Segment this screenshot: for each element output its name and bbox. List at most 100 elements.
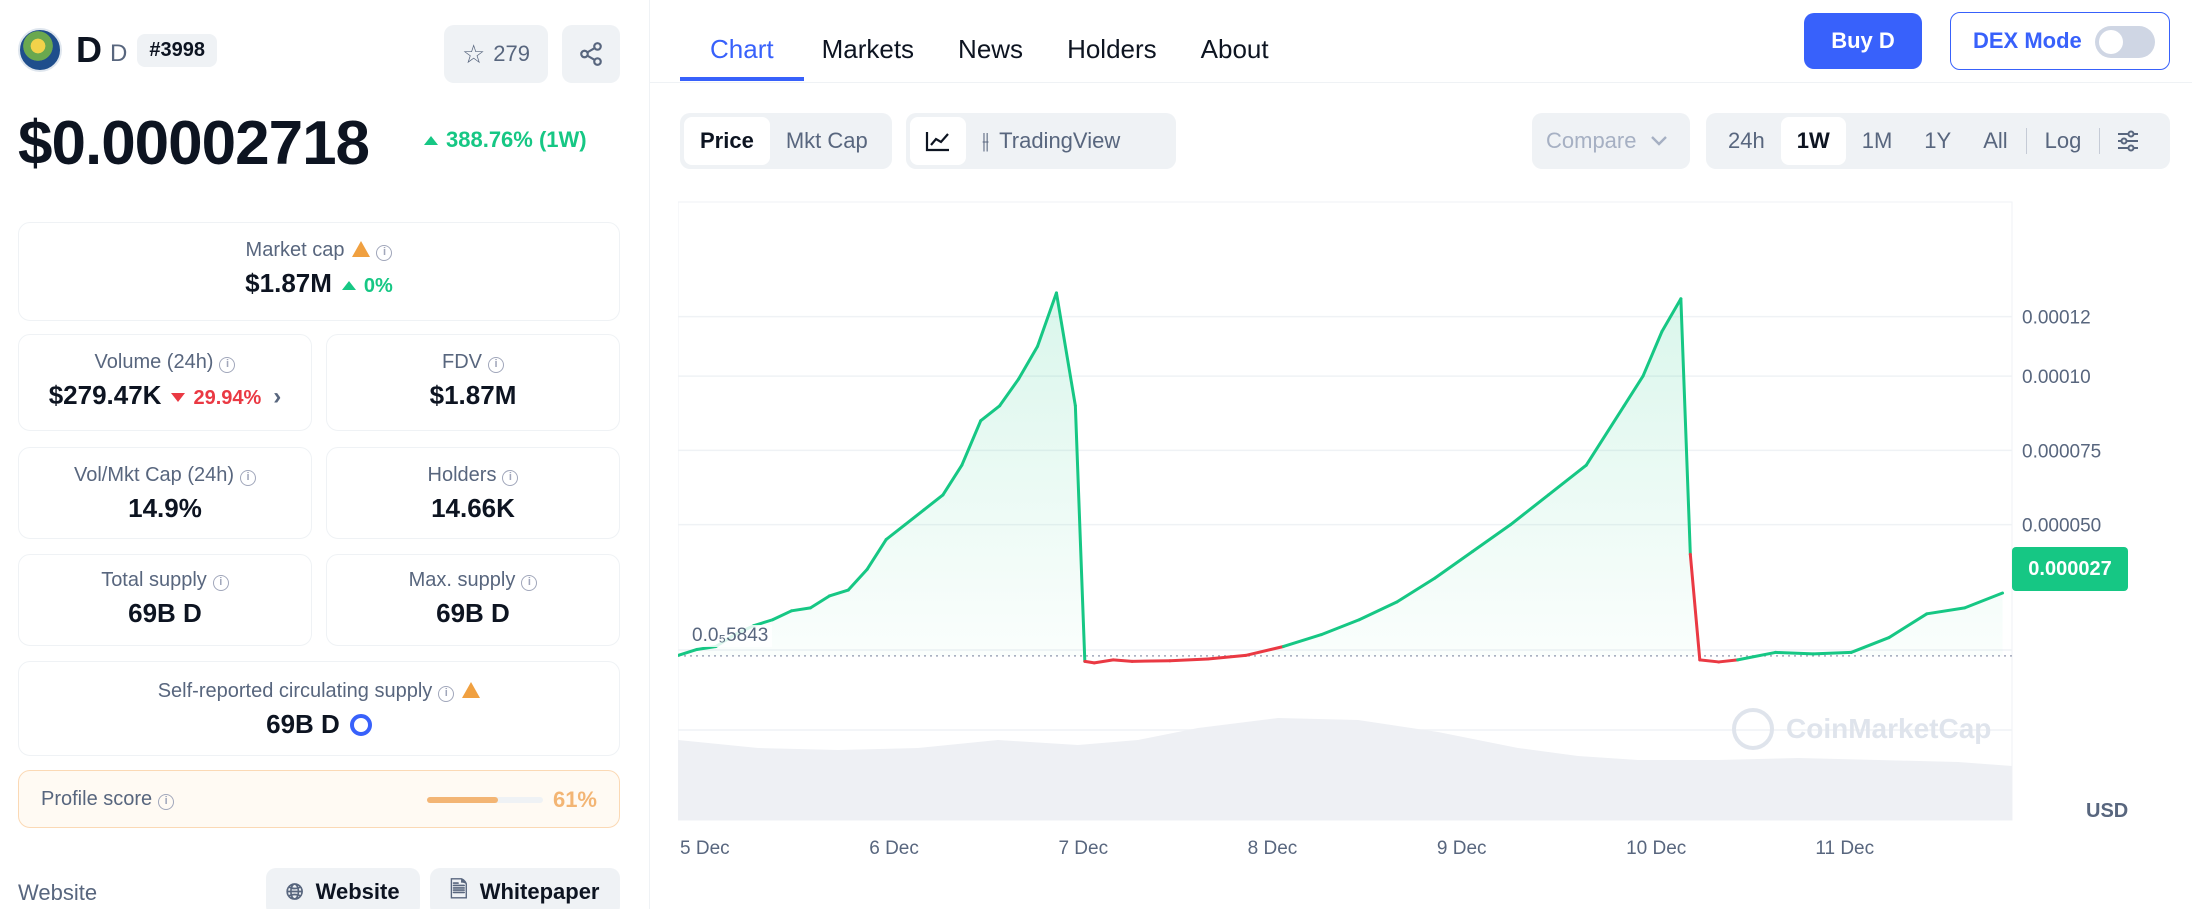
- price-line-segment: [1092, 658, 1115, 665]
- sliders-icon: [2118, 130, 2139, 152]
- price-chart-svg[interactable]: 0.00012 0.00010 0.000075 0.000050 5 Dec 6 Dec…: [678, 200, 2190, 900]
- profile-score[interactable]: Profile score i 61%: [18, 770, 620, 828]
- range-divider: [2099, 128, 2101, 154]
- market-cap-card: Market cap i $1.87M 0%: [18, 222, 620, 321]
- current-price-tag: 0.000027: [2012, 547, 2128, 591]
- website-label: Website: [18, 880, 98, 905]
- rank-badge: #3998: [137, 33, 217, 67]
- website-link[interactable]: 🌐︎ Website: [266, 868, 420, 909]
- price-line-segment: [960, 419, 983, 467]
- range-all[interactable]: All: [1983, 128, 2008, 153]
- cmc-logo-icon: [1732, 708, 1774, 750]
- holders-card: Holders i 14.66K: [326, 447, 620, 539]
- warning-icon[interactable]: [352, 241, 371, 257]
- tab-markets[interactable]: Markets: [821, 34, 915, 64]
- info-icon[interactable]: i: [212, 575, 229, 591]
- warning-icon[interactable]: [462, 682, 481, 698]
- volume-label: Volume (24h): [94, 351, 214, 373]
- info-icon[interactable]: i: [502, 470, 519, 486]
- price-line-segment: [771, 609, 794, 622]
- price-line-segment: [1357, 600, 1399, 622]
- caret-down-icon: [171, 393, 186, 402]
- info-icon[interactable]: i: [488, 357, 504, 373]
- price-line-segment: [846, 567, 869, 592]
- total-supply-card: Total supply i 69B D: [18, 554, 312, 646]
- price-line-segment: [1736, 650, 1777, 662]
- price-change: 388.76% (1W): [424, 127, 587, 153]
- price-line-segment: [1660, 297, 1683, 333]
- price-line-segment: [1395, 576, 1437, 604]
- price-option[interactable]: Price: [684, 117, 770, 165]
- info-icon[interactable]: i: [438, 686, 455, 702]
- info-icon[interactable]: i: [219, 357, 236, 373]
- globe-icon: 🌐︎: [286, 879, 304, 904]
- caret-up-icon: [341, 281, 356, 290]
- price-line-segment: [1641, 329, 1664, 378]
- tab-holders[interactable]: Holders: [1067, 34, 1157, 64]
- mkt-cap-option[interactable]: Mkt Cap: [785, 128, 868, 153]
- document-icon: 🗎: [450, 877, 468, 902]
- compare-dropdown[interactable]: Compare: [1532, 113, 1690, 169]
- range-1y[interactable]: 1Y: [1924, 128, 1952, 153]
- tab-chart[interactable]: Chart: [680, 30, 804, 81]
- info-icon[interactable]: i: [376, 245, 393, 261]
- tab-about[interactable]: About: [1200, 34, 1269, 64]
- max-supply-value: 69B D: [436, 598, 510, 628]
- profile-score-label: Profile score i: [41, 788, 175, 811]
- price-line-segment: [1679, 297, 1692, 556]
- info-icon[interactable]: i: [158, 794, 175, 810]
- volume-card[interactable]: Volume (24h) i $279.47K 29.94% ›: [18, 334, 312, 431]
- buy-button[interactable]: Buy D: [1804, 13, 1922, 69]
- price-line-segment: [678, 647, 699, 657]
- price-line-segment: [1206, 653, 1248, 661]
- tradingview-button[interactable]: ⫲ TradingView: [982, 128, 1121, 153]
- market-cap-label: Market cap: [245, 239, 345, 261]
- info-icon[interactable]: i: [521, 575, 538, 591]
- info-icon[interactable]: i: [240, 470, 257, 486]
- range-1w[interactable]: 1W: [1780, 117, 1846, 165]
- chart-style-selector: ⫲ TradingView: [906, 113, 1176, 169]
- range-24h[interactable]: 24h: [1728, 128, 1765, 153]
- supply-ring-icon: [349, 714, 372, 736]
- time-range-selector: 24h 1W 1M 1Y All Log: [1706, 113, 2170, 169]
- range-1m[interactable]: 1M: [1861, 128, 1893, 153]
- vol-mkt-cap-value: 14.9%: [128, 493, 202, 523]
- watchlist-button[interactable]: ☆ 279: [444, 25, 548, 83]
- share-button[interactable]: [562, 25, 620, 83]
- price-area: [678, 292, 2003, 656]
- x-tick-label: 11 Dec: [1815, 838, 1874, 859]
- chart-settings-button[interactable]: [2102, 117, 2154, 165]
- price-line-segment: [1811, 650, 1853, 656]
- price-line-segment: [808, 594, 831, 610]
- price-line-segment: [1849, 636, 1891, 654]
- chart-type-selector: Price Mkt Cap: [680, 113, 892, 169]
- watchlist-count: 279: [493, 41, 531, 66]
- profile-score-fill: [427, 797, 498, 803]
- dex-mode-switch[interactable]: [2095, 26, 2155, 58]
- price-line-segment: [1887, 612, 1929, 640]
- x-tick-label: 5 Dec: [680, 838, 730, 859]
- total-supply-value: 69B D: [128, 598, 202, 628]
- fdv-label: FDV: [442, 351, 482, 373]
- volume-change: 29.94%: [171, 387, 261, 409]
- price-line-segment: [752, 618, 775, 628]
- chevron-down-icon: [1651, 136, 1668, 146]
- price-line-segment: [1433, 549, 1475, 580]
- coin-header: D D #3998: [18, 28, 217, 72]
- price-line-segment: [998, 377, 1021, 408]
- tab-news[interactable]: News: [958, 34, 1024, 64]
- coin-name: D: [76, 29, 102, 70]
- chevron-right-icon[interactable]: ›: [273, 383, 282, 410]
- whitepaper-link[interactable]: 🗎 Whitepaper: [430, 868, 620, 909]
- price-chart[interactable]: 0.00012 0.00010 0.000075 0.000050 5 Dec 6 Dec…: [678, 200, 2190, 900]
- price-line-segment: [1471, 523, 1513, 553]
- x-tick-label: 9 Dec: [1437, 838, 1487, 859]
- profile-score-bar: [427, 797, 543, 803]
- price-line-segment: [1130, 659, 1172, 663]
- price-line-segment: [903, 508, 926, 527]
- max-supply-card: Max. supply i 69B D: [326, 554, 620, 646]
- price-line-segment: [1036, 291, 1058, 348]
- line-chart-button[interactable]: [910, 117, 966, 165]
- dex-mode-toggle[interactable]: DEX Mode: [1950, 12, 2170, 70]
- log-scale-toggle[interactable]: Log: [2044, 128, 2082, 153]
